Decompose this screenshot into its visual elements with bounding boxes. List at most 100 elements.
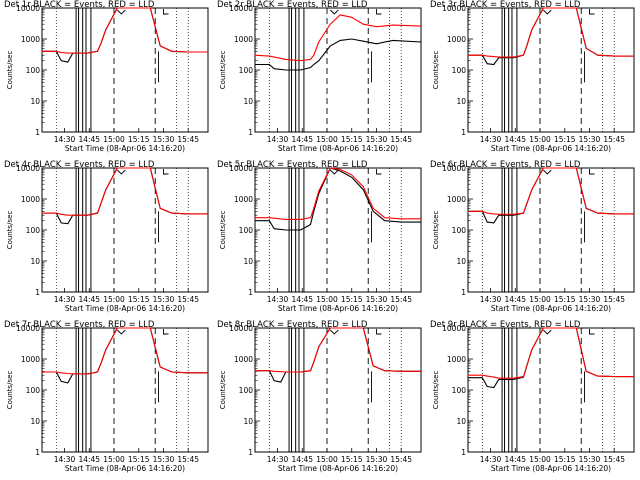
x-tick-label: 15:30	[153, 135, 175, 144]
x-axis-label: Start Time (08-Apr-06 14:16:20)	[491, 304, 611, 313]
x-axis-label: Start Time (08-Apr-06 14:16:20)	[65, 144, 185, 153]
x-tick-label: 15:30	[366, 135, 388, 144]
events-series-line	[254, 327, 421, 383]
panel-title: Det 9r BLACK = Events, RED = LLD	[430, 320, 581, 330]
x-tick-label: 15:15	[128, 295, 150, 304]
panel-title: Det 4r BLACK = Events, RED = LLD	[4, 160, 155, 170]
x-tick-label: 15:15	[341, 135, 363, 144]
top-annotation-mark	[329, 329, 339, 335]
lld-series-line	[254, 167, 421, 220]
top-annotation-mark	[542, 9, 552, 15]
x-axis-label: Start Time (08-Apr-06 14:16:20)	[278, 464, 398, 473]
top-annotation-mark	[376, 9, 382, 15]
y-tick-label: 1000	[234, 355, 253, 364]
y-tick-label: 10000	[442, 4, 466, 13]
x-tick-label: 14:30	[267, 135, 289, 144]
x-axis-label: Start Time (08-Apr-06 14:16:20)	[278, 144, 398, 153]
events-series-line	[41, 7, 208, 63]
lld-series-line	[41, 7, 208, 54]
y-tick-label: 1000	[234, 35, 253, 44]
y-tick-label: 1	[461, 288, 466, 297]
x-tick-label: 14:45	[78, 455, 100, 464]
y-axis-label: Counts/sec	[6, 371, 14, 410]
x-tick-label: 14:45	[291, 135, 313, 144]
y-tick-label: 100	[239, 226, 254, 235]
x-tick-label: 14:30	[54, 295, 76, 304]
y-tick-label: 1	[35, 288, 40, 297]
x-tick-label: 15:15	[341, 295, 363, 304]
x-tick-label: 14:30	[267, 455, 289, 464]
panel-title: Det 3r BLACK = Events, RED = LLD	[430, 0, 581, 10]
y-tick-label: 10000	[16, 164, 40, 173]
y-tick-label: 1000	[21, 195, 40, 204]
x-axis-label: Start Time (08-Apr-06 14:16:20)	[491, 464, 611, 473]
x-tick-label: 14:30	[54, 455, 76, 464]
panel-title: Det 7r BLACK = Events, RED = LLD	[4, 320, 155, 330]
x-tick-label: 14:45	[504, 295, 526, 304]
x-tick-label: 14:30	[480, 135, 502, 144]
y-tick-label: 1000	[21, 35, 40, 44]
y-tick-label: 100	[452, 386, 467, 395]
y-axis-label: Counts/sec	[432, 51, 440, 90]
x-tick-label: 15:00	[529, 295, 551, 304]
lld-series-line	[467, 167, 634, 215]
plot-frame	[41, 167, 209, 293]
y-tick-label: 1000	[447, 35, 466, 44]
x-tick-label: 15:45	[177, 135, 199, 144]
y-tick-label: 10000	[442, 164, 466, 173]
x-tick-label: 14:45	[78, 135, 100, 144]
x-tick-label: 15:00	[316, 135, 338, 144]
y-axis-label: Counts/sec	[219, 211, 227, 250]
x-axis-label: Start Time (08-Apr-06 14:16:20)	[278, 304, 398, 313]
y-tick-label: 1	[248, 128, 253, 137]
lld-series-line	[41, 327, 208, 375]
top-annotation-mark	[376, 169, 382, 175]
y-tick-label: 10000	[16, 324, 40, 333]
detector-panel: Det 5r BLACK = Events, RED = LLD 1 10 100 10…	[217, 160, 422, 313]
x-tick-label: 15:15	[554, 135, 576, 144]
y-tick-label: 1000	[447, 355, 466, 364]
x-tick-label: 15:00	[529, 135, 551, 144]
lld-series-line	[41, 167, 208, 216]
y-tick-label: 100	[26, 226, 41, 235]
y-axis-label: Counts/sec	[219, 51, 227, 90]
top-annotation-mark	[163, 9, 169, 15]
x-tick-label: 15:00	[103, 135, 125, 144]
x-tick-label: 15:45	[390, 135, 412, 144]
y-tick-label: 10000	[229, 4, 253, 13]
top-annotation-mark	[542, 169, 552, 175]
x-tick-label: 15:00	[103, 295, 125, 304]
y-tick-label: 10	[30, 417, 40, 426]
y-tick-label: 10000	[229, 164, 253, 173]
detector-panel: Det 1r BLACK = Events, RED = LLD 1 10 100 10…	[4, 0, 209, 153]
events-series-line	[467, 167, 634, 224]
y-tick-label: 10	[30, 97, 40, 106]
y-tick-label: 100	[452, 66, 467, 75]
top-annotation-mark	[589, 9, 595, 15]
plot-frame	[41, 7, 209, 133]
x-tick-label: 15:45	[177, 455, 199, 464]
x-tick-label: 15:15	[341, 455, 363, 464]
x-axis-label: Start Time (08-Apr-06 14:16:20)	[65, 464, 185, 473]
top-annotation-mark	[116, 169, 126, 175]
y-tick-label: 1	[35, 448, 40, 457]
events-series-line	[254, 167, 421, 231]
y-tick-label: 100	[452, 226, 467, 235]
x-tick-label: 15:45	[177, 295, 199, 304]
y-tick-label: 1	[461, 448, 466, 457]
x-tick-label: 15:00	[529, 455, 551, 464]
x-tick-label: 15:15	[554, 295, 576, 304]
y-tick-label: 10	[456, 97, 466, 106]
x-tick-label: 14:45	[504, 455, 526, 464]
x-tick-label: 14:30	[54, 135, 76, 144]
lld-series-line	[254, 327, 421, 373]
y-tick-label: 1	[248, 288, 253, 297]
detector-panel: Det 6r BLACK = Events, RED = LLD 1 10 100 10…	[430, 160, 635, 313]
lld-series-line	[467, 327, 634, 379]
lld-series-line	[467, 7, 634, 58]
x-tick-label: 14:45	[78, 295, 100, 304]
x-tick-label: 15:45	[390, 455, 412, 464]
top-annotation-mark	[589, 329, 595, 335]
plot-frame	[254, 327, 422, 453]
